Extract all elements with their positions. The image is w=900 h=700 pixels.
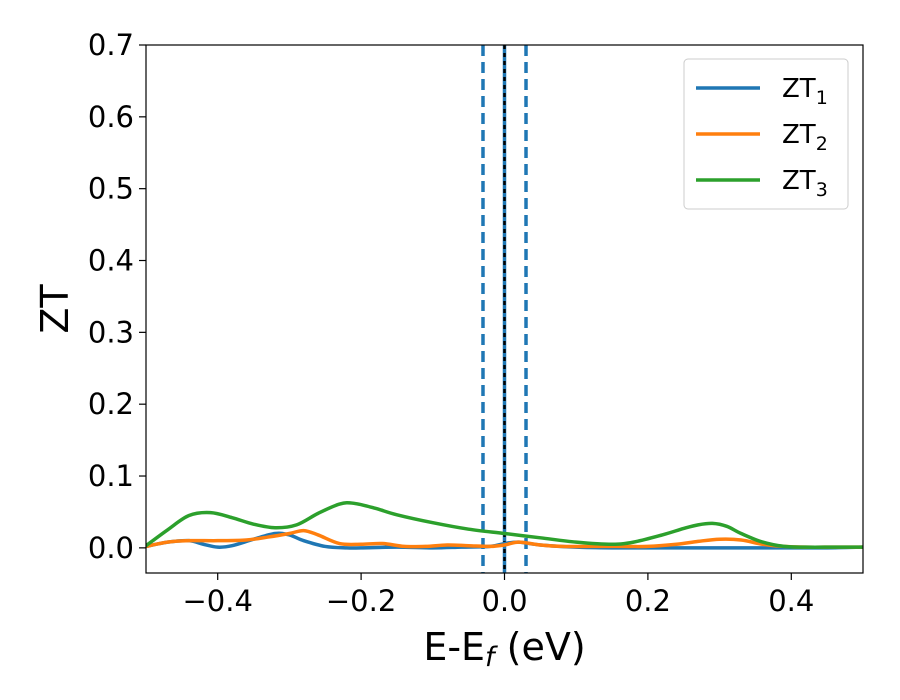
legend-label: ZT1 [782, 74, 828, 109]
legend-item-zt3: ZT3 [696, 166, 828, 201]
legend-label: ZT2 [782, 120, 828, 155]
y-tick-label: 0.7 [88, 28, 134, 62]
x-tick-label: 0.2 [625, 584, 671, 618]
x-axis-label-unit: (eV) [495, 625, 586, 669]
y-tick-label: 0.2 [88, 387, 134, 421]
y-tick-label: 0.6 [88, 100, 134, 134]
legend-frame [683, 58, 849, 210]
legend-label: ZT3 [782, 166, 828, 201]
x-axis-label: E-Ef (eV) [423, 625, 585, 673]
x-tick-label: 0.4 [768, 584, 814, 618]
y-tick-label: 0.4 [88, 244, 134, 278]
legend: ZT1 ZT2 ZT3 [683, 58, 849, 210]
legend-item-zt1: ZT1 [696, 74, 828, 109]
y-axis-ticks: 0.0 0.1 0.2 0.3 0.4 0.5 0.6 0.7 [88, 28, 146, 565]
y-tick-label: 0.5 [88, 172, 134, 206]
x-tick-label: 0.0 [481, 584, 527, 618]
series-line-zt3 [146, 501, 863, 549]
y-axis-label: ZT [33, 284, 77, 334]
series-lines [146, 501, 863, 550]
reference-lines [481, 45, 528, 573]
series-line-zt1 [146, 531, 863, 550]
x-tick-label: −0.2 [326, 584, 396, 618]
y-tick-label: 0.0 [88, 531, 134, 565]
y-tick-label: 0.1 [88, 459, 134, 493]
y-tick-label: 0.3 [88, 315, 134, 349]
x-axis-label-main: E-E [423, 625, 485, 669]
x-tick-label: −0.4 [182, 584, 252, 618]
x-axis-ticks: −0.4 −0.2 0.0 0.2 0.4 [182, 573, 814, 618]
series-line-zt2 [146, 528, 863, 549]
legend-item-zt2: ZT2 [696, 120, 828, 155]
